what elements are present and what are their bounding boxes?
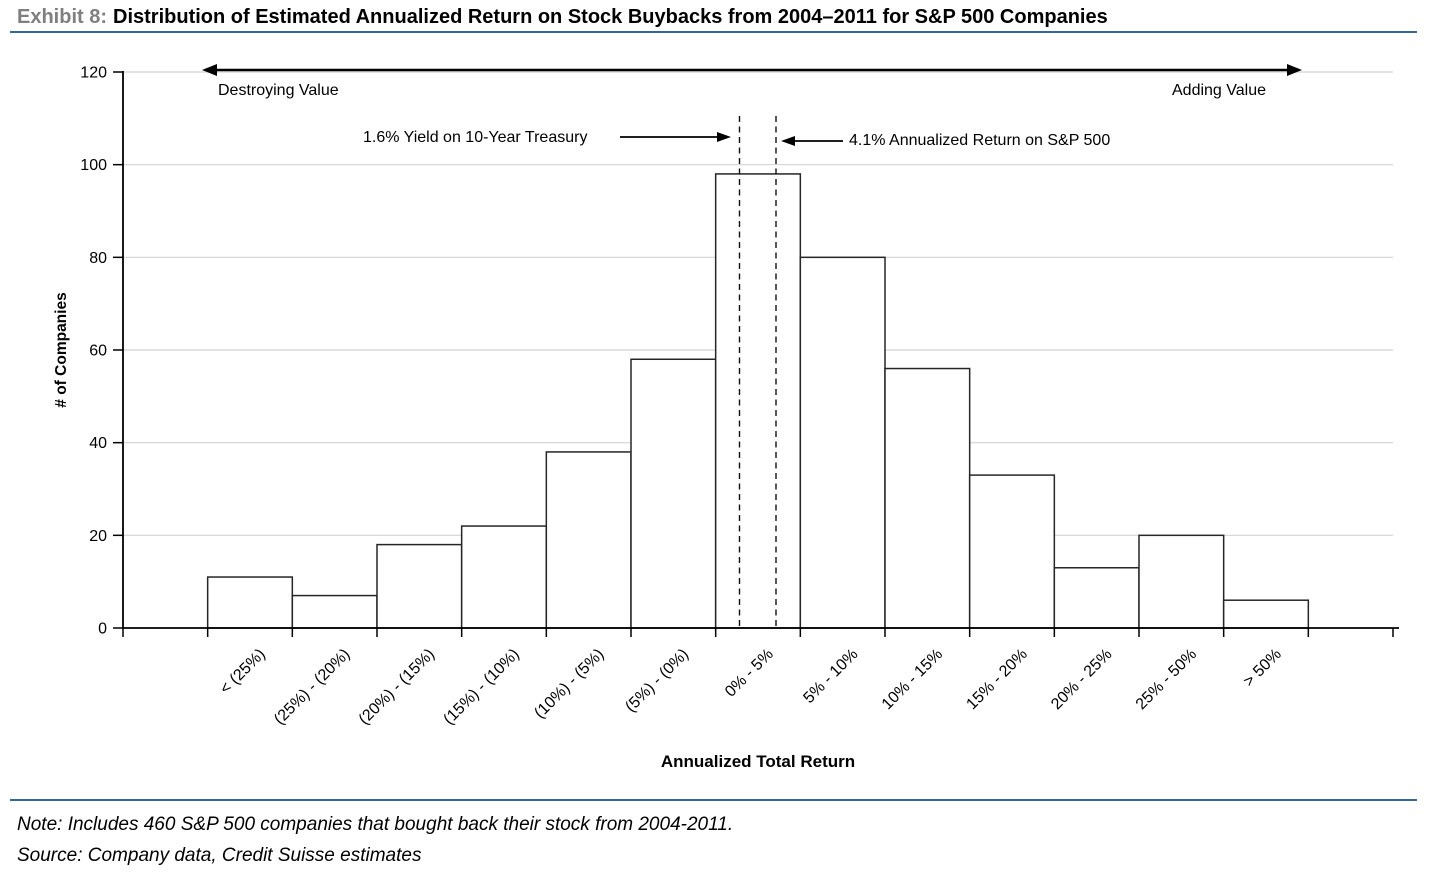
footer-divider-rule	[10, 799, 1417, 801]
sp500-arrow-head-icon	[781, 136, 795, 146]
y-tick-label: 60	[89, 343, 107, 360]
y-axis-title: # of Companies	[53, 292, 70, 408]
treasury-yield-label: 1.6% Yield on 10-Year Treasury	[363, 129, 588, 146]
y-tick-label: 100	[80, 157, 107, 174]
x-category-label: 0% - 5%	[722, 646, 777, 701]
destroying-value-label: Destroying Value	[218, 82, 339, 99]
page-title: Exhibit 8: Distribution of Estimated Annu…	[17, 6, 1108, 29]
x-category-label: 5% - 10%	[800, 646, 861, 707]
x-category-label: 20% - 25%	[1048, 646, 1115, 713]
histogram-bar-13	[1222, 599, 1310, 629]
exhibit-title-text: Distribution of Estimated Annualized Ret…	[113, 6, 1108, 28]
x-axis-title: Annualized Total Return	[660, 752, 856, 771]
exhibit-number-label: Exhibit 8:	[17, 6, 108, 28]
x-category-label: 15% - 20%	[963, 646, 1030, 713]
x-category-label: (20%) - (15%)	[356, 646, 438, 728]
histogram-bar-11	[1053, 567, 1140, 629]
x-category-label: 25% - 50%	[1133, 646, 1200, 713]
histogram-bar-1	[206, 576, 294, 629]
y-tick-label: 80	[89, 250, 107, 267]
note-text: Note: Includes 460 S&P 500 companies tha…	[17, 814, 734, 835]
adding-value-label: Adding Value	[1172, 82, 1266, 99]
treasury-arrow-head-icon	[717, 132, 731, 142]
histogram-bar-8	[799, 256, 886, 629]
histogram-bar-6	[630, 358, 717, 629]
histogram-bar-7	[714, 173, 802, 629]
y-tick-label: 120	[80, 65, 107, 82]
histogram-bar-12	[1138, 534, 1225, 629]
histogram-bar-3	[376, 543, 463, 629]
histogram-bar-2	[291, 594, 378, 629]
y-tick-label: 20	[89, 528, 107, 545]
x-category-label: < (25%)	[217, 646, 269, 698]
histogram-bar-10	[968, 474, 1056, 629]
histogram-bar-9	[884, 367, 971, 629]
x-category-label: > 50%	[1240, 646, 1284, 690]
x-category-label: 10% - 15%	[879, 646, 946, 713]
double-arrow-right-head-icon	[1287, 64, 1302, 76]
x-category-label: (5%) - (0%)	[622, 646, 692, 716]
sp500-return-label: 4.1% Annualized Return on S&P 500	[849, 132, 1111, 149]
x-category-label: (15%) - (10%)	[440, 646, 522, 728]
x-category-label: (25%) - (20%)	[271, 646, 353, 728]
histogram-bar-5	[545, 451, 632, 629]
x-category-label: (10%) - (5%)	[531, 646, 607, 722]
double-arrow-left-head-icon	[202, 64, 217, 76]
histogram-bar-4	[460, 525, 548, 629]
source-text: Source: Company data, Credit Suisse esti…	[17, 845, 422, 866]
y-tick-label: 40	[89, 435, 107, 452]
y-tick-label: 0	[98, 621, 107, 638]
title-divider-rule	[10, 31, 1417, 33]
